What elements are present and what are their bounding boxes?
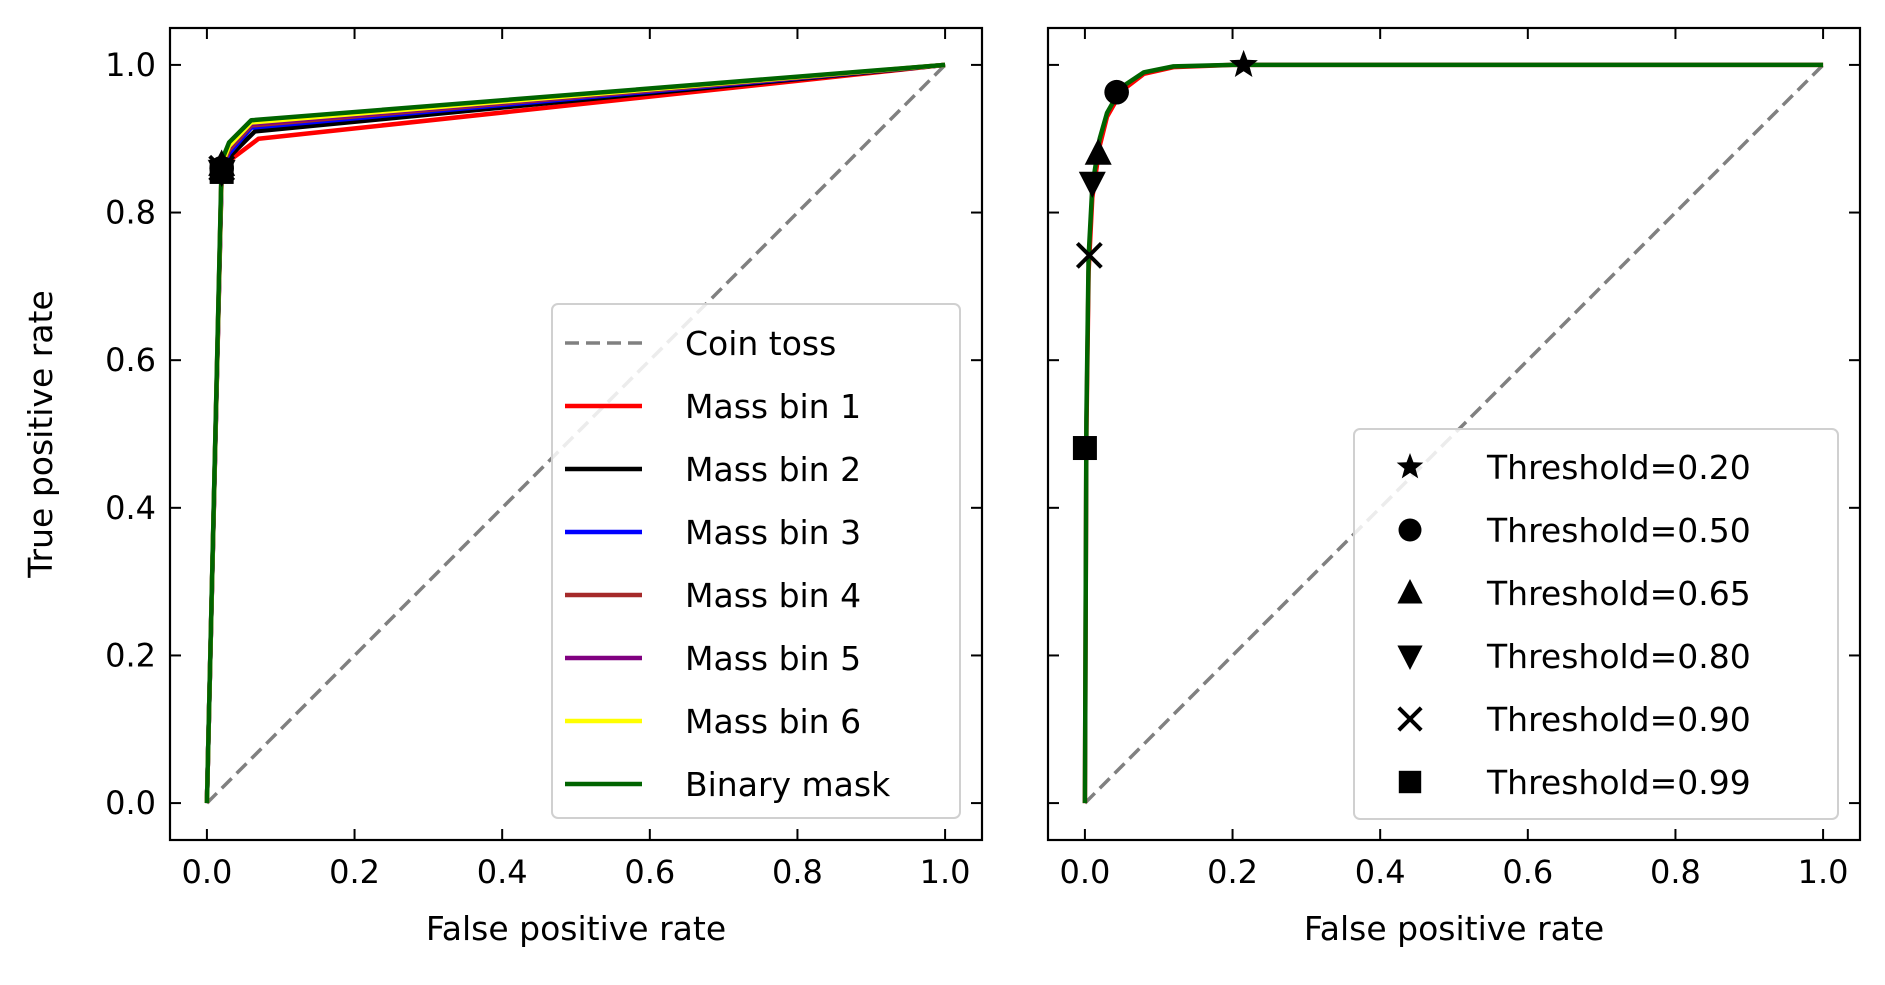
left-ytick-label: 0.4 xyxy=(105,489,156,527)
right-marker-star xyxy=(1229,49,1258,78)
left-legend-label-mass-bin-4: Mass bin 4 xyxy=(685,576,861,615)
right-marker-square xyxy=(1072,436,1097,461)
right-xtick-label: 0.2 xyxy=(1207,853,1258,891)
left-xtick-label: 0.0 xyxy=(181,853,232,891)
roc-panel-left: 0.0 0.2 0.4 0.6 0.8 1.0 0.0 0.2 0.4 0.6 0.8 1.0 Fals… xyxy=(21,26,984,948)
right-legend-marker-star xyxy=(1396,453,1424,479)
right-xtick-label: 0.8 xyxy=(1650,853,1701,891)
right-axes-frame xyxy=(1046,26,1862,842)
left-xtick-label: 1.0 xyxy=(920,853,971,891)
left-legend-label-mass-bin-6: Mass bin 6 xyxy=(685,702,861,741)
right-legend-marker-triangle-up xyxy=(1397,579,1423,604)
right-marker-x xyxy=(1075,241,1103,269)
right-series-binary-mask xyxy=(1082,62,1824,804)
right-legend-label-threshold-0-99: Threshold=0.99 xyxy=(1486,763,1751,802)
left-ytick-label: 1.0 xyxy=(105,46,156,84)
right-legend-marker-square xyxy=(1398,770,1422,794)
right-marker-x-stroke-b xyxy=(1075,241,1103,269)
left-xtick-label: 0.2 xyxy=(329,853,380,891)
left-axes-frame xyxy=(168,26,984,842)
left-legend-label-mass-bin-1: Mass bin 1 xyxy=(685,387,861,426)
right-x-axis-label: False positive rate xyxy=(1304,909,1604,948)
left-ytick-label: 0.2 xyxy=(105,636,156,674)
right-xtick-label: 0.4 xyxy=(1355,853,1406,891)
left-series-binary-mask xyxy=(204,62,946,804)
left-xtick-label: 0.6 xyxy=(624,853,675,891)
right-xtick-label: 0.6 xyxy=(1502,853,1553,891)
left-ytick-label: 0.0 xyxy=(105,784,156,822)
roc-panel-right: 0.0 0.2 0.4 0.6 0.8 1.0 False positive rate Thr… xyxy=(1046,26,1862,948)
left-plot-area xyxy=(204,62,947,805)
left-xtick-label: 0.4 xyxy=(477,853,528,891)
right-series-coin-toss xyxy=(1083,63,1825,805)
left-legend-label-mass-bin-2: Mass bin 2 xyxy=(685,450,861,489)
right-marker-triangle-up xyxy=(1084,138,1112,165)
right-legend-marker-x-stroke-b xyxy=(1397,706,1423,732)
right-legend: Threshold=0.20 Threshold=0.50 Threshold=0.… xyxy=(1353,428,1839,820)
right-legend-label-threshold-0-50: Threshold=0.50 xyxy=(1486,511,1751,550)
left-ytick-label: 0.6 xyxy=(105,341,156,379)
right-legend-marker-x xyxy=(1397,706,1423,732)
right-legend-label-threshold-0-80: Threshold=0.80 xyxy=(1486,637,1751,676)
right-legend-marker-triangle-down xyxy=(1397,645,1423,670)
left-ytick-label: 0.8 xyxy=(105,194,156,232)
right-legend-label-threshold-0-65: Threshold=0.65 xyxy=(1486,574,1751,613)
right-marker-triangle-down xyxy=(1078,171,1106,199)
right-xtick-label: 0.0 xyxy=(1059,853,1110,891)
right-legend-label-threshold-0-20: Threshold=0.20 xyxy=(1486,448,1751,487)
left-legend-label-binary-mask: Binary mask xyxy=(685,765,891,804)
right-legend-box xyxy=(1353,428,1839,820)
left-legend-label-coin-toss: Coin toss xyxy=(685,324,836,363)
left-marker-square xyxy=(209,159,234,184)
right-plot-area xyxy=(1072,49,1825,805)
left-x-axis-label: False positive rate xyxy=(426,909,726,948)
left-series-coin-toss xyxy=(205,63,947,805)
left-legend: Coin toss Mass bin 1 Mass bin 2 Mass bin 3 M… xyxy=(551,303,961,819)
right-marker-circle xyxy=(1104,79,1129,105)
right-legend-marker-circle xyxy=(1398,518,1422,542)
left-legend-label-mass-bin-5: Mass bin 5 xyxy=(685,639,861,678)
left-y-axis-label: True positive rate xyxy=(21,290,60,579)
right-legend-label-threshold-0-90: Threshold=0.90 xyxy=(1486,700,1751,739)
right-xtick-label: 1.0 xyxy=(1798,853,1849,891)
left-xtick-label: 0.8 xyxy=(772,853,823,891)
left-legend-box xyxy=(551,303,961,819)
left-legend-label-mass-bin-3: Mass bin 3 xyxy=(685,513,861,552)
